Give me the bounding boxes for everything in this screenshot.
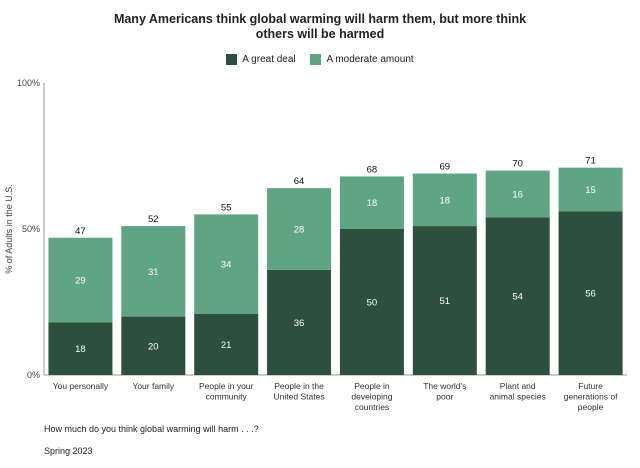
bar-value-label: 31: [148, 267, 159, 278]
legend-swatch-great-deal: [226, 54, 238, 65]
bar-value-label: 54: [512, 292, 523, 303]
bar-segment-moderate: [267, 188, 332, 270]
bar-value-label: 18: [440, 195, 451, 206]
x-tick-label: people: [578, 402, 604, 412]
bar-segment-great-deal: [194, 313, 259, 375]
bar-value-label: 36: [294, 318, 305, 329]
bar-segment-great-deal: [485, 217, 550, 375]
bar-segment-moderate: [558, 167, 623, 212]
x-tick-label: People in: [354, 381, 390, 391]
bar-segment-great-deal: [339, 229, 404, 375]
bar-value-label: 15: [585, 185, 596, 196]
x-tick-label: The world's: [423, 381, 466, 391]
bar-value-label: 29: [75, 276, 86, 287]
bar-segment-great-deal: [121, 316, 186, 375]
y-tick-label: 100%: [17, 78, 40, 88]
footnote: Spring 2023: [44, 446, 93, 456]
bar-segment-moderate: [48, 237, 113, 323]
legend-label-moderate: A moderate amount: [326, 54, 414, 66]
x-tick-label: People in your: [199, 381, 254, 391]
x-tick-label: community: [206, 392, 248, 402]
bar-value-label: 34: [221, 260, 232, 271]
chart-legend: A great deal A moderate amount: [0, 54, 640, 65]
bar-value-label: 20: [148, 341, 159, 352]
bar-segment-moderate: [485, 170, 550, 218]
x-tick-label: animal species: [490, 392, 546, 402]
chart-title-line-1: Many Americans think global warming will…: [113, 12, 527, 26]
x-tick-label: Your family: [132, 381, 174, 391]
x-tick-label: generations of: [564, 392, 619, 402]
bar-value-label: 21: [221, 340, 232, 351]
chart-title-line-2: others will be harmed: [255, 27, 385, 41]
x-tick-label: Plant and: [500, 381, 536, 391]
x-tick-label: You personally: [53, 381, 109, 391]
bar-total-label: 55: [221, 202, 232, 213]
bar-value-label: 18: [75, 344, 86, 355]
bar-total-label: 64: [294, 176, 305, 187]
x-tick-label: People in the: [274, 381, 324, 391]
x-tick-label: developing: [351, 392, 392, 402]
bar-segment-great-deal: [558, 211, 623, 375]
bar-total-label: 70: [512, 159, 523, 170]
bar-total-label: 47: [75, 226, 86, 237]
legend-item-great-deal: A great deal: [226, 54, 296, 66]
bar-value-label: 51: [440, 296, 451, 307]
bar-value-label: 16: [512, 189, 523, 200]
bar-total-label: 69: [440, 162, 451, 173]
x-tick-label: United States: [274, 392, 325, 402]
bar-segment-moderate: [339, 176, 404, 229]
bar-segment-moderate: [194, 214, 259, 314]
bar-value-label: 56: [585, 289, 596, 300]
legend-item-moderate: A moderate amount: [310, 54, 414, 66]
bar-segment-great-deal: [48, 322, 113, 375]
legend-swatch-moderate: [310, 54, 322, 65]
y-tick-label: 50%: [22, 224, 40, 234]
x-tick-label: countries: [355, 402, 390, 412]
bar-total-label: 71: [585, 156, 596, 167]
y-tick-label: 0%: [27, 370, 40, 380]
chart-title: Many Americans think global warming will…: [0, 12, 640, 42]
x-tick-label: Future: [578, 381, 603, 391]
bar-total-label: 52: [148, 214, 159, 225]
legend-label-great-deal: A great deal: [242, 54, 296, 66]
bar-segment-great-deal: [267, 269, 332, 375]
bar-value-label: 50: [367, 298, 378, 309]
bar-value-label: 18: [367, 198, 378, 209]
survey-question: How much do you think global warming wil…: [44, 424, 259, 434]
bar-value-label: 28: [294, 225, 305, 236]
y-axis-label: % of Adults in the U.S.: [4, 184, 14, 274]
bar-segment-great-deal: [412, 226, 477, 375]
bar-total-label: 68: [367, 164, 378, 175]
bar-segment-moderate: [412, 173, 477, 227]
bar-segment-moderate: [121, 226, 186, 317]
x-tick-label: poor: [436, 392, 453, 402]
